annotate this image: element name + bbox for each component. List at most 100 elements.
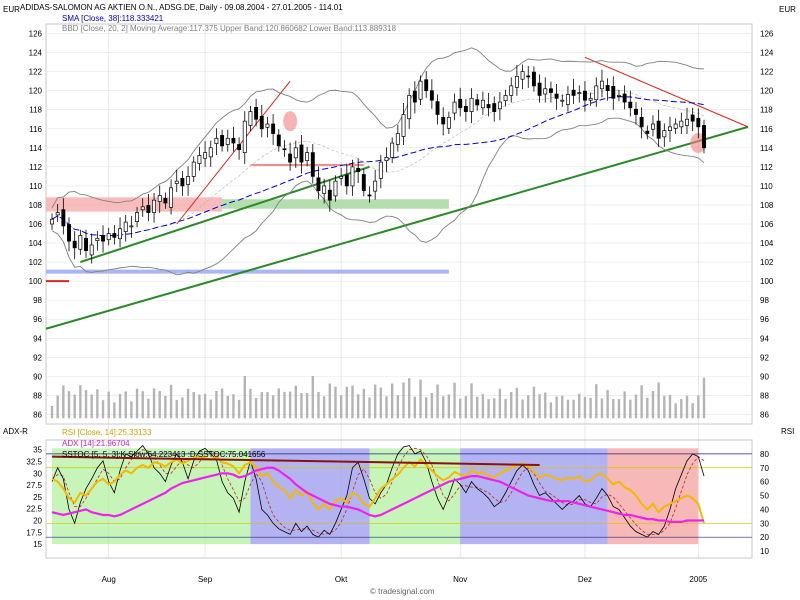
candle-body [157,195,162,202]
price-tick-left: 86 [33,410,42,419]
volume-bar [96,389,99,419]
candle-body [95,237,100,242]
candle-body [344,174,349,187]
candle-body [333,180,338,197]
price-tick-left: 100 [29,277,43,286]
volume-bar [430,393,434,419]
candle-body [588,97,593,101]
volume-bar [209,399,212,419]
candle-body [401,114,406,137]
price-tick-left: 112 [29,163,42,172]
volume-bar [339,395,343,419]
volume-bar [419,379,422,419]
volume-bar [260,392,263,419]
rsi-tick: 70 [760,464,769,473]
price-tick-right: 110 [760,182,773,191]
candle-body [537,82,542,96]
sstoc-k-line [51,444,705,538]
candle-body [106,233,111,241]
unit-left: EUR [3,5,20,14]
candle-body [129,225,134,228]
candle-body [458,98,463,109]
candle-body [429,90,434,101]
volume-bar [595,384,598,419]
volume-bar [606,389,609,419]
x-tick-label: Aug [102,575,116,584]
volume-bar [294,385,297,419]
candle-body [639,116,644,128]
candle-body [271,123,276,134]
candle-body [112,233,117,238]
candle-body [617,95,621,97]
bollinger-middle [51,89,705,237]
candle-body [475,99,480,106]
volume-bar [424,397,428,419]
price-tick-left: 98 [33,296,42,305]
volume-bar [277,388,280,419]
zone-green [52,448,251,545]
candle-body [259,116,264,130]
volume-bar [493,398,496,419]
indicator-lines [51,444,705,538]
volume-bar [158,391,161,419]
price-tick-right: 86 [760,410,769,419]
volume-bar [203,393,207,419]
volume-bar [555,396,558,419]
volume-bar [396,395,400,419]
volume-bar [640,385,643,419]
volume-bar [515,387,519,419]
volume-bar [572,399,575,419]
candle-body [452,101,457,114]
candle-body [174,180,179,184]
volume-bar [334,386,337,419]
volume-bar [266,392,269,419]
price-tick-left: 126 [29,30,43,39]
volume-bar [504,398,507,419]
volume-bar [232,394,235,419]
volume-bar [84,390,88,419]
candle-body [548,88,553,93]
candle-body [480,99,485,109]
price-tick-right: 114 [760,144,773,153]
price-tick-right: 102 [760,258,774,267]
price-tick-left: 116 [29,125,42,134]
volume-bar [498,388,502,419]
volume-bar [685,395,689,419]
volume-bar [532,386,536,419]
volume-bar [623,391,626,419]
candle-body [685,118,689,126]
price-tick-left: 102 [29,258,43,267]
price-tick-left: 90 [33,372,42,381]
volume-bar [646,397,649,419]
price-axis: 86 86 88 88 90 90 92 92 94 94 96 96 98 98 100 100 102 102… [29,30,774,420]
support-trendline-upper [80,165,370,264]
volume-bar [561,395,564,419]
x-tick-label: Dez [578,575,592,584]
sstoc-legend: SSTOC [5, 5, 3]:K Slow:64.223413 :D SSTO… [62,450,266,459]
volume-bar [90,394,93,419]
volume-bar [453,382,456,419]
candle-body [407,95,412,120]
volume-bar [663,395,666,419]
volume-bar [612,399,615,419]
price-tick-right: 122 [760,68,774,77]
volume-bar [379,387,383,419]
volume-bar [447,394,451,419]
candle-body [276,134,281,147]
x-tick-label: Nov [453,575,467,584]
candle-body [316,177,321,192]
candle-body [220,135,225,147]
volume-bar [521,399,524,419]
candle-body [265,123,270,128]
volume-bar [237,399,241,419]
candle-body [509,85,514,96]
candle-body [651,123,655,130]
candle-body [78,235,83,250]
candle-body [526,75,531,78]
unit-right: EUR [779,5,796,14]
candle-body [293,147,298,159]
candle-body [67,224,71,242]
volume-bar [407,378,411,419]
price-tick-right: 106 [760,220,774,229]
candle-body [622,93,627,103]
